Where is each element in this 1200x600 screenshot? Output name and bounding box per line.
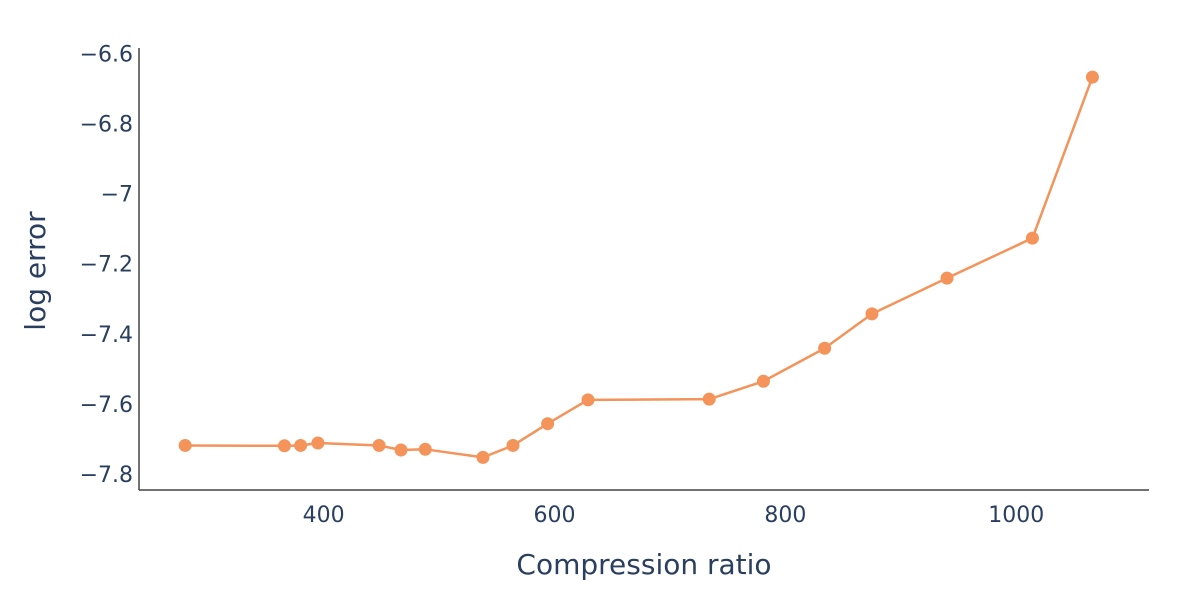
data-point <box>818 341 832 355</box>
data-point <box>372 438 386 452</box>
x-tick-label: 800 <box>764 503 806 528</box>
data-point <box>294 438 308 452</box>
data-point <box>418 442 432 456</box>
series-line <box>185 76 1094 459</box>
data-point <box>581 393 595 407</box>
data-point <box>506 438 520 452</box>
data-point <box>476 450 490 464</box>
data-point <box>541 417 555 431</box>
x-axis-title: Compression ratio <box>516 548 771 581</box>
y-tick-label: −6.8 <box>80 112 133 137</box>
data-point <box>702 392 716 406</box>
y-tick-label: −7.6 <box>80 393 133 418</box>
y-tick-label: −7.4 <box>80 323 133 348</box>
data-point <box>756 374 770 388</box>
y-tick-label: −7.8 <box>80 463 133 488</box>
y-tick-label: −6.6 <box>80 42 133 67</box>
x-tick-label: 1000 <box>988 503 1044 528</box>
data-point <box>865 307 879 321</box>
data-point <box>311 436 325 450</box>
y-tick-label: −7 <box>101 183 133 208</box>
data-point <box>178 438 192 452</box>
data-point <box>940 271 954 285</box>
y-axis-ticks: −6.6 −6.8 −7 −7.2 −7.4 −7.6 −7.8 <box>80 42 133 488</box>
data-point <box>1085 70 1099 84</box>
x-axis-ticks: 400 600 800 1000 <box>303 503 1045 528</box>
x-tick-label: 400 <box>303 503 345 528</box>
y-axis-title: log error <box>19 211 52 331</box>
x-tick-label: 600 <box>534 503 576 528</box>
series-layer <box>178 70 1099 464</box>
data-point <box>394 443 408 457</box>
data-point <box>1025 231 1039 245</box>
data-point <box>277 439 291 453</box>
y-tick-label: −7.2 <box>80 253 133 278</box>
